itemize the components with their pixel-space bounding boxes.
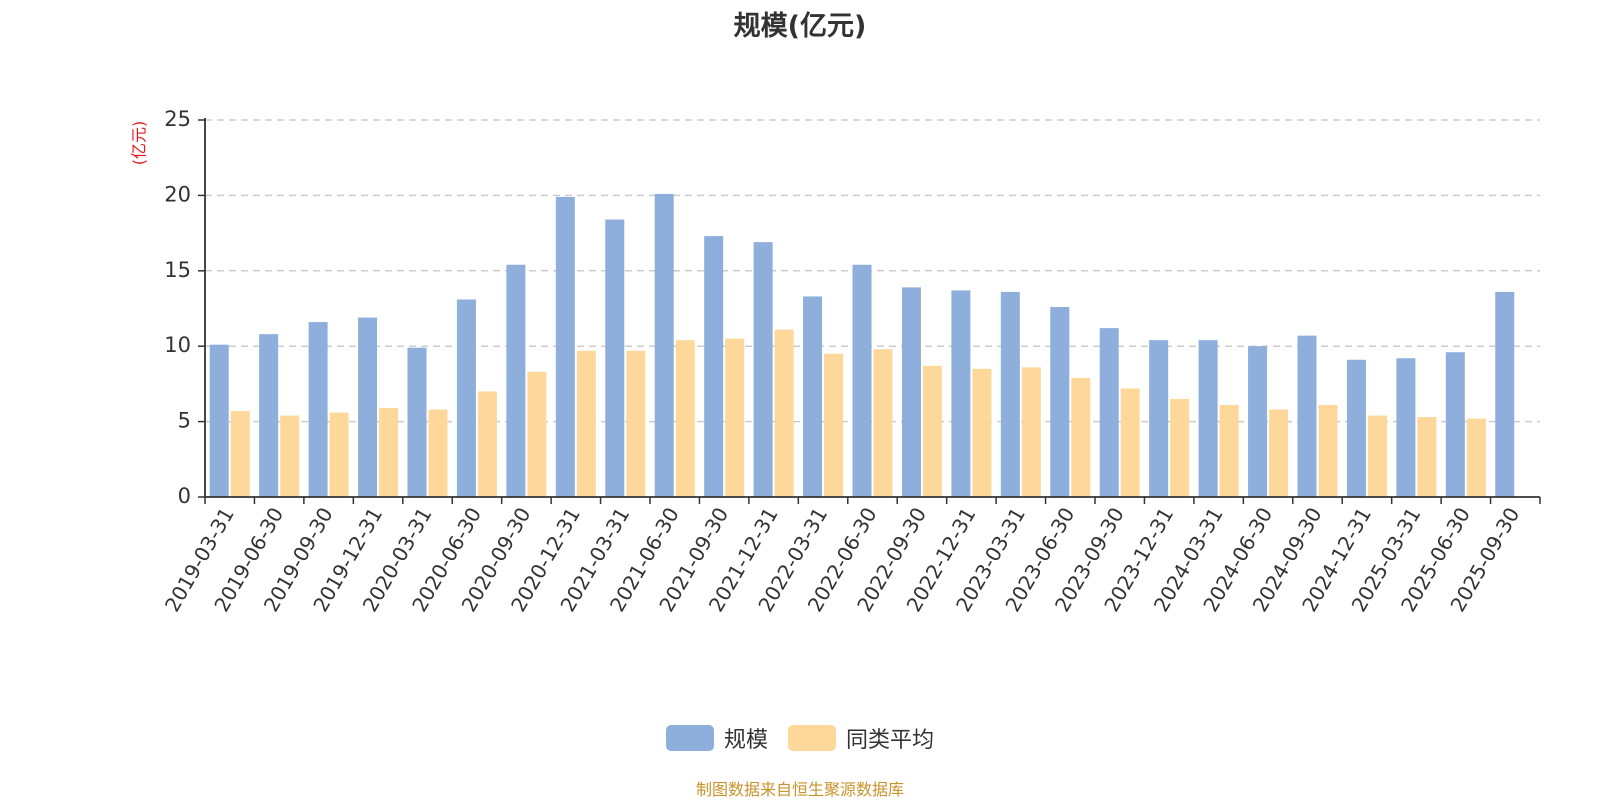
bar-scale	[555, 196, 575, 497]
legend-item-peer-average[interactable]: 同类平均	[788, 722, 934, 754]
bar-scale	[1149, 340, 1169, 497]
bar-scale	[1297, 335, 1317, 497]
bar-scale	[1000, 291, 1020, 497]
bar-peer-average	[824, 353, 844, 497]
bar-scale	[358, 317, 378, 497]
bar-peer-average	[1120, 388, 1140, 497]
chart-title: 规模(亿元)	[733, 11, 867, 42]
bar-scale	[1248, 346, 1268, 497]
bar-scale	[951, 290, 971, 497]
bar-peer-average	[1071, 377, 1091, 497]
bar-peer-average	[477, 391, 497, 497]
bar-peer-average	[1170, 398, 1190, 497]
bar-peer-average	[329, 412, 349, 497]
legend-label-scale: 规模	[723, 728, 768, 753]
legend-swatch-peer-average	[788, 725, 836, 751]
bar-scale	[753, 242, 773, 497]
legend-label-peer-average: 同类平均	[846, 728, 935, 753]
bar-peer-average	[428, 409, 448, 497]
y-tick-label: 5	[178, 409, 191, 433]
bar-scale	[803, 296, 823, 497]
bar-peer-average	[379, 408, 399, 497]
bar-scale	[506, 264, 526, 497]
bar-peer-average	[1219, 405, 1239, 497]
bar-scale	[1346, 359, 1366, 497]
bar-scale	[901, 287, 921, 497]
bar-scale	[1396, 358, 1416, 497]
y-axis-label: (亿元)	[130, 121, 149, 166]
y-tick-label: 0	[178, 484, 191, 508]
grid-lines	[205, 119, 1540, 423]
bar-scale	[1495, 291, 1515, 497]
bar-peer-average	[873, 349, 893, 497]
bar-peer-average	[626, 350, 646, 497]
bar-peer-average	[230, 411, 250, 497]
bar-peer-average	[280, 415, 300, 497]
y-tick-label: 10	[164, 333, 191, 357]
bar-peer-average	[576, 350, 596, 497]
bar-scale	[1050, 306, 1070, 497]
bar-scale	[654, 193, 674, 497]
bar-peer-average	[1318, 405, 1338, 497]
bars	[209, 193, 1515, 497]
y-tick-label: 15	[164, 258, 191, 282]
bar-peer-average	[1269, 409, 1289, 497]
bar-peer-average	[527, 371, 547, 497]
legend: 规模 同类平均	[0, 722, 1600, 754]
bar-peer-average	[725, 338, 745, 497]
y-tick-label: 25	[164, 107, 191, 131]
legend-item-scale[interactable]: 规模	[665, 722, 768, 754]
bar-peer-average	[1367, 415, 1387, 497]
bar-scale	[407, 347, 427, 497]
bar-scale	[605, 219, 625, 497]
bar-peer-average	[1021, 367, 1041, 497]
bar-peer-average	[1417, 417, 1437, 497]
bar-scale	[1445, 352, 1465, 497]
bar-scale	[704, 236, 724, 497]
bar-scale	[1198, 340, 1218, 497]
bar-peer-average	[675, 340, 695, 497]
bar-peer-average	[774, 329, 794, 497]
bar-scale	[456, 299, 476, 497]
bar-peer-average	[922, 365, 942, 497]
bar-peer-average	[972, 368, 992, 497]
bar-scale	[308, 322, 328, 497]
bar-scale	[259, 334, 279, 497]
bar-peer-average	[1466, 418, 1486, 497]
bar-scale	[1099, 328, 1119, 497]
bar-scale	[852, 264, 872, 497]
data-source-note: 制图数据来自恒生聚源数据库	[695, 780, 904, 799]
legend-swatch-scale	[665, 725, 714, 751]
bar-scale	[209, 344, 229, 497]
y-tick-label: 20	[164, 182, 191, 206]
